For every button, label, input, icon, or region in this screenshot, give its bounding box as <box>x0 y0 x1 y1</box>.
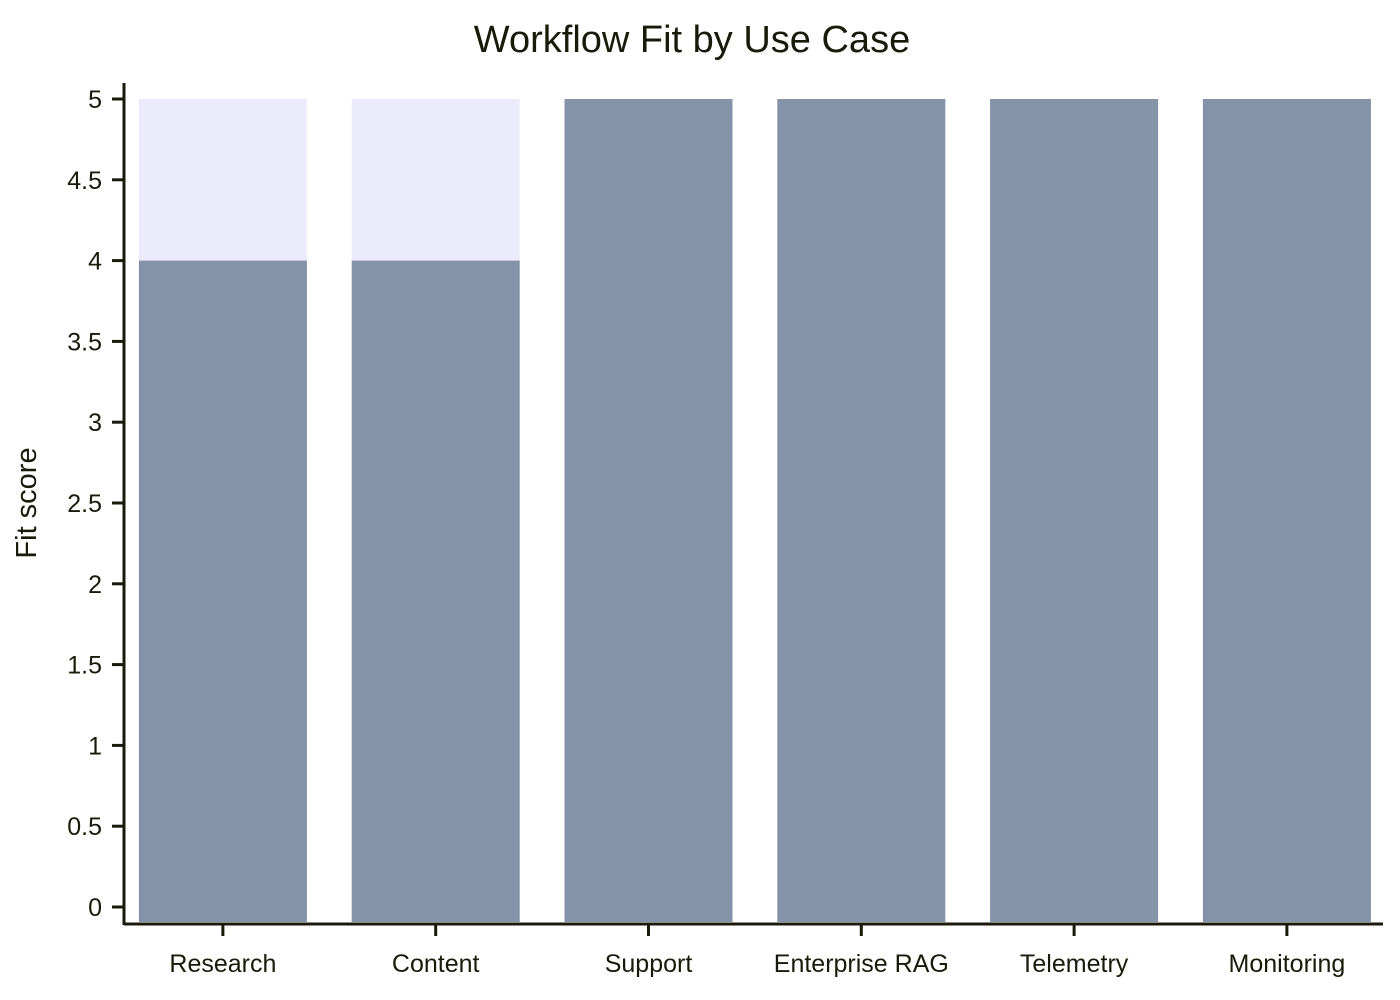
y-axis-ticks: 0 0.5 1 1.5 2 2.5 3 3.5 4 4.5 5 <box>67 86 124 922</box>
x-tick-label: Research <box>169 950 276 978</box>
background-bars <box>138 99 1371 922</box>
chart-title: Workflow Fit by Use Case <box>474 19 910 61</box>
y-tick-label: 5 <box>88 86 102 114</box>
x-tick-label: Monitoring <box>1229 950 1346 978</box>
y-tick-label: 2.5 <box>67 490 102 518</box>
y-tick-label: 0 <box>88 894 102 922</box>
x-axis-ticks: Research Content Support Enterprise RAG Tele… <box>169 925 1345 978</box>
y-tick-label: 3 <box>88 409 102 437</box>
bar-telemetry <box>990 99 1159 922</box>
bar-monitoring <box>1202 99 1371 922</box>
y-tick-label: 1 <box>88 732 102 760</box>
y-tick-label: 3.5 <box>67 328 102 356</box>
y-tick-label: 4.5 <box>67 167 102 195</box>
y-tick-label: 4 <box>88 248 102 276</box>
bar-enterprise-rag <box>777 99 946 922</box>
y-tick-label: 2 <box>88 571 102 599</box>
bar-support <box>564 99 733 922</box>
bars <box>138 99 1371 923</box>
x-tick-label: Content <box>392 950 480 978</box>
bar-content <box>351 260 520 923</box>
x-tick-label: Telemetry <box>1020 950 1129 978</box>
y-axis-label: Fit score <box>11 447 43 558</box>
x-tick-label: Support <box>605 950 693 978</box>
y-tick-label: 1.5 <box>67 652 102 680</box>
x-tick-label: Enterprise RAG <box>774 950 949 978</box>
y-tick-label: 0.5 <box>67 813 102 841</box>
bar-research <box>138 260 307 923</box>
